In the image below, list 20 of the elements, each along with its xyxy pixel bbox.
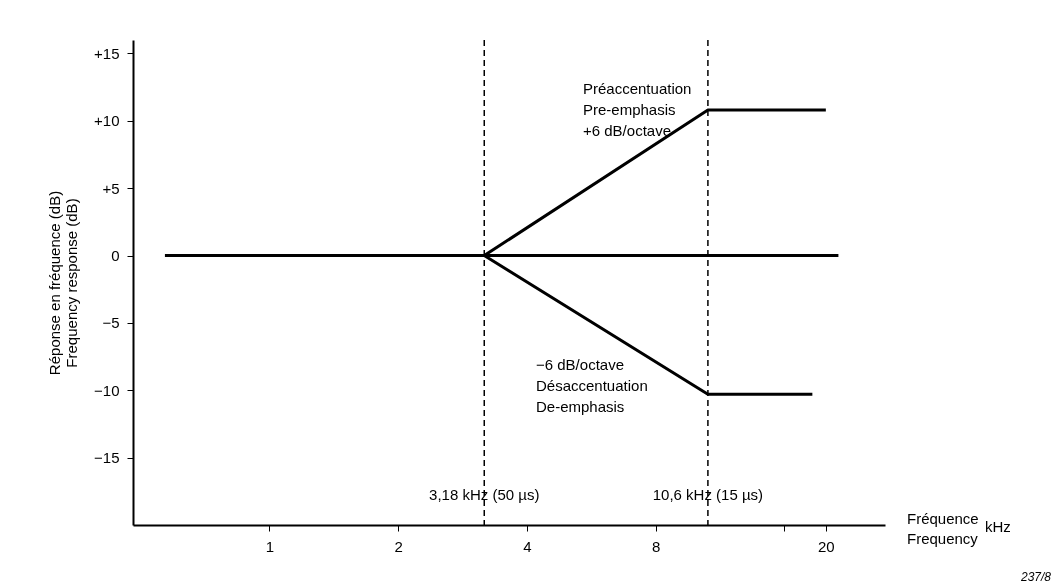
- x-tick-label: 2: [394, 537, 403, 555]
- x-tick-label: 8: [651, 537, 661, 555]
- y-tick-label: +15: [94, 44, 120, 62]
- y-tick-label: 0: [111, 247, 120, 265]
- ref-line-label: 10,6 kHz (15 µs): [652, 486, 764, 503]
- annotation: −6 dB/octave Désaccentuation De-emphasis: [536, 356, 648, 415]
- x-axis-title: Fréquence Frequency: [907, 510, 979, 547]
- y-axis-title: Réponse en fréquence (dB) Frequency response (dB): [46, 190, 81, 376]
- y-tick-label: −10: [94, 381, 120, 399]
- annotation: Préaccentuation Pre-emphasis +6 dB/octave: [583, 80, 692, 139]
- ref-line-label: 3,18 kHz (50 µs): [429, 486, 540, 503]
- x-tick-label: 4: [523, 537, 532, 555]
- y-tick-label: +5: [102, 179, 120, 197]
- y-tick-label: −15: [94, 449, 120, 467]
- y-tick-label: +10: [94, 112, 120, 130]
- y-tick-label: −5: [102, 314, 120, 332]
- text: 237/8: [1019, 570, 1052, 583]
- x-tick-label: 20: [818, 537, 835, 555]
- text: kHz: [985, 518, 1011, 535]
- x-tick-label: 1: [265, 537, 275, 555]
